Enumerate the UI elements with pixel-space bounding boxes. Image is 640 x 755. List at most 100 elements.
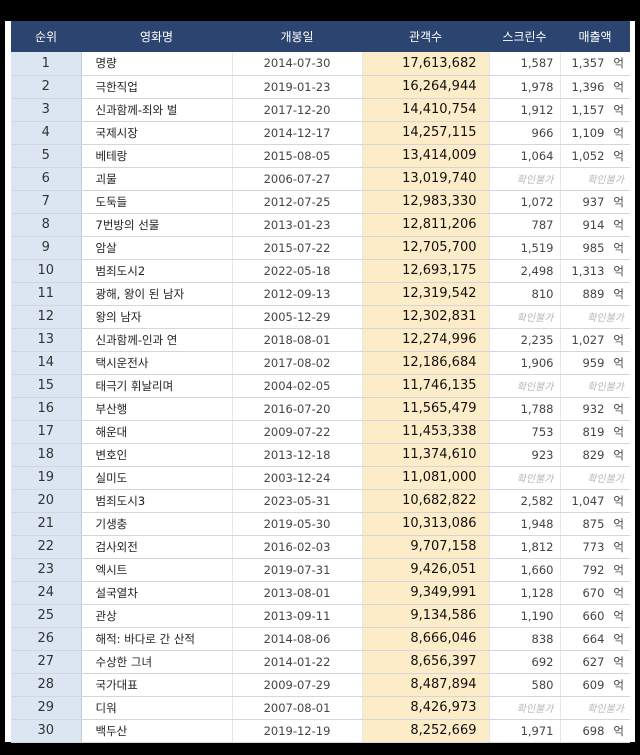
revenue-unit: 억 bbox=[613, 217, 624, 232]
screens-cell: 2,498 bbox=[488, 259, 560, 283]
table-row: 26 해적: 바다로 간 산적 2014-08-06 8,666,046 838 664 억 bbox=[11, 627, 630, 651]
movie-title-cell: 해운대 bbox=[81, 420, 232, 444]
movie-title-cell: 신과함께-죄와 벌 bbox=[81, 98, 232, 122]
screens-cell: 838 bbox=[488, 627, 560, 651]
revenue-value: 1,157 bbox=[571, 102, 605, 117]
audience-cell: 12,705,700 bbox=[362, 236, 489, 260]
movie-title-cell: 7번방의 선물 bbox=[81, 213, 232, 237]
rank-cell: 28 bbox=[11, 673, 82, 697]
movie-title-cell: 암살 bbox=[81, 236, 232, 260]
screens-unavailable-cell: 확인불가 bbox=[488, 466, 560, 490]
revenue-unit: 억 bbox=[613, 102, 624, 117]
release-date-cell: 2018-08-01 bbox=[231, 328, 363, 352]
box-office-sheet: 순위 영화명 개봉일 관객수 스크린수 매출액 1 명량 2014-07-30 17,… bbox=[5, 21, 635, 743]
revenue-unit: 억 bbox=[613, 263, 624, 278]
revenue-unit: 억 bbox=[613, 631, 624, 646]
audience-cell: 9,134,586 bbox=[362, 604, 489, 628]
audience-cell: 11,081,000 bbox=[362, 466, 489, 490]
table-row: 14 택시운전사 2017-08-02 12,186,684 1,906 959 억 bbox=[11, 351, 630, 375]
header-screens: 스크린수 bbox=[489, 21, 560, 52]
movie-title-cell: 베테랑 bbox=[81, 144, 232, 168]
revenue-cell: 1,357 억 bbox=[559, 52, 630, 76]
revenue-cell: 932 억 bbox=[559, 397, 630, 421]
screens-cell: 1,906 bbox=[488, 351, 560, 375]
movie-title-cell: 검사외전 bbox=[81, 535, 232, 559]
table-row: 29 디워 2007-08-01 8,426,973 확인불가 확인불가 bbox=[11, 696, 630, 720]
screens-cell: 1,519 bbox=[488, 236, 560, 260]
screens-cell: 1,587 bbox=[488, 52, 560, 76]
screens-cell: 1,128 bbox=[488, 581, 560, 605]
screens-cell: 1,912 bbox=[488, 98, 560, 122]
movie-title-cell: 택시운전사 bbox=[81, 351, 232, 375]
revenue-value: 1,357 bbox=[571, 56, 605, 71]
release-date-cell: 2007-08-01 bbox=[231, 696, 363, 720]
movie-title-cell: 기생충 bbox=[81, 512, 232, 536]
screens-unavailable-cell: 확인불가 bbox=[488, 305, 560, 329]
revenue-value: 914 bbox=[582, 217, 605, 232]
rank-cell: 17 bbox=[11, 420, 82, 444]
audience-cell: 10,682,822 bbox=[362, 489, 489, 513]
table-row: 1 명량 2014-07-30 17,613,682 1,587 1,357 억 bbox=[11, 52, 630, 76]
screens-cell: 753 bbox=[488, 420, 560, 444]
movie-title-cell: 괴물 bbox=[81, 167, 232, 191]
audience-cell: 12,302,831 bbox=[362, 305, 489, 329]
audience-cell: 11,565,479 bbox=[362, 397, 489, 421]
revenue-unit: 억 bbox=[613, 424, 624, 439]
revenue-cell: 1,109 억 bbox=[559, 121, 630, 145]
revenue-cell: 664 억 bbox=[559, 627, 630, 651]
table-row: 8 7번방의 선물 2013-01-23 12,811,206 787 914 억 bbox=[11, 213, 630, 237]
revenue-cell: 609 억 bbox=[559, 673, 630, 697]
audience-cell: 12,811,206 bbox=[362, 213, 489, 237]
revenue-cell: 889 억 bbox=[559, 282, 630, 306]
table-row: 20 범죄도시3 2023-05-31 10,682,822 2,582 1,047 억 bbox=[11, 489, 630, 513]
revenue-value: 773 bbox=[582, 539, 605, 554]
table-row: 3 신과함께-죄와 벌 2017-12-20 14,410,754 1,912 1,157… bbox=[11, 98, 630, 122]
revenue-value: 609 bbox=[582, 677, 605, 692]
audience-cell: 8,426,973 bbox=[362, 696, 489, 720]
screens-unavailable-cell: 확인불가 bbox=[488, 696, 560, 720]
screens-cell: 923 bbox=[488, 443, 560, 467]
table-row: 30 백두산 2019-12-19 8,252,669 1,971 698 억 bbox=[11, 719, 630, 743]
rank-cell: 3 bbox=[11, 98, 82, 122]
table-row: 28 국가대표 2009-07-29 8,487,894 580 609 억 bbox=[11, 673, 630, 697]
release-date-cell: 2014-01-22 bbox=[231, 650, 363, 674]
audience-cell: 12,186,684 bbox=[362, 351, 489, 375]
release-date-cell: 2019-05-30 bbox=[231, 512, 363, 536]
revenue-cell: 1,313 억 bbox=[559, 259, 630, 283]
revenue-value: 627 bbox=[582, 654, 605, 669]
revenue-value: 660 bbox=[582, 608, 605, 623]
revenue-unit: 억 bbox=[613, 608, 624, 623]
revenue-cell: 914 억 bbox=[559, 213, 630, 237]
table-row: 19 실미도 2003-12-24 11,081,000 확인불가 확인불가 bbox=[11, 466, 630, 490]
revenue-value: 664 bbox=[582, 631, 605, 646]
movie-title-cell: 변호인 bbox=[81, 443, 232, 467]
release-date-cell: 2014-07-30 bbox=[231, 52, 363, 76]
release-date-cell: 2013-09-11 bbox=[231, 604, 363, 628]
revenue-value: 829 bbox=[582, 447, 605, 462]
audience-cell: 13,019,740 bbox=[362, 167, 489, 191]
release-date-cell: 2019-07-31 bbox=[231, 558, 363, 582]
header-row: 순위 영화명 개봉일 관객수 스크린수 매출액 bbox=[11, 21, 630, 52]
screens-cell: 966 bbox=[488, 121, 560, 145]
revenue-cell: 959 억 bbox=[559, 351, 630, 375]
screens-cell: 1,978 bbox=[488, 75, 560, 99]
revenue-value: 1,047 bbox=[571, 493, 605, 508]
movie-title-cell: 범죄도시3 bbox=[81, 489, 232, 513]
audience-cell: 16,264,944 bbox=[362, 75, 489, 99]
audience-cell: 9,707,158 bbox=[362, 535, 489, 559]
audience-cell: 8,487,894 bbox=[362, 673, 489, 697]
revenue-unit: 억 bbox=[613, 194, 624, 209]
movie-title-cell: 신과함께-인과 연 bbox=[81, 328, 232, 352]
table-row: 13 신과함께-인과 연 2018-08-01 12,274,996 2,235 1,02… bbox=[11, 328, 630, 352]
table-row: 15 태극기 휘날리며 2004-02-05 11,746,135 확인불가 확인불가 bbox=[11, 374, 630, 398]
revenue-cell: 1,047 억 bbox=[559, 489, 630, 513]
rank-cell: 7 bbox=[11, 190, 82, 214]
table-row: 9 암살 2015-07-22 12,705,700 1,519 985 억 bbox=[11, 236, 630, 260]
revenue-unit: 억 bbox=[613, 125, 624, 140]
rank-cell: 10 bbox=[11, 259, 82, 283]
revenue-value: 889 bbox=[582, 286, 605, 301]
rank-cell: 22 bbox=[11, 535, 82, 559]
release-date-cell: 2013-01-23 bbox=[231, 213, 363, 237]
table-row: 16 부산행 2016-07-20 11,565,479 1,788 932 억 bbox=[11, 397, 630, 421]
movie-title-cell: 실미도 bbox=[81, 466, 232, 490]
